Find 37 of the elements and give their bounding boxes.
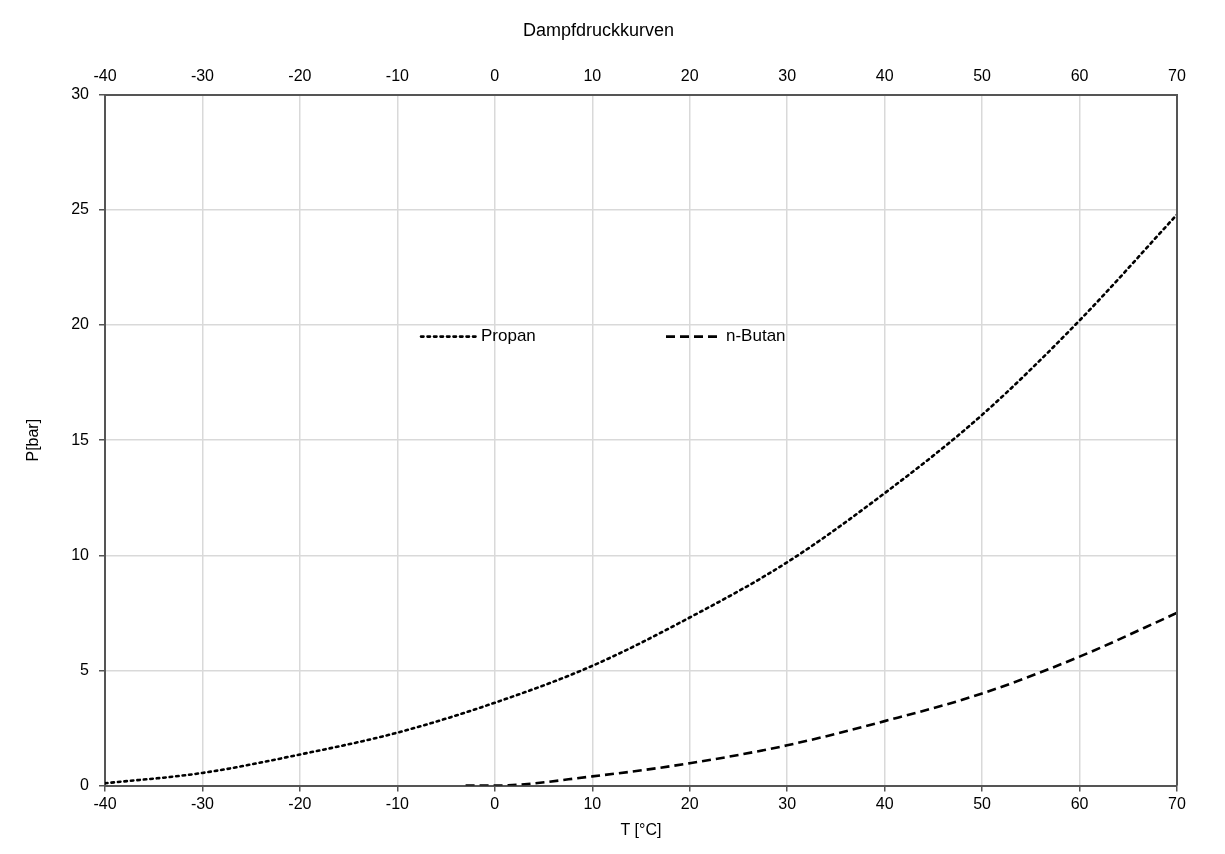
x-tick-label: -30: [190, 794, 215, 812]
x2-tick-label: 30: [778, 66, 797, 84]
chart-title: Dampfdruckkurven: [522, 19, 675, 40]
x-tick-label: 30: [778, 794, 797, 812]
y-tick-label: 0: [80, 776, 90, 794]
x-tick-label: -40: [93, 794, 117, 812]
x-tick-label: -10: [385, 794, 410, 812]
x2-tick-label: -40: [93, 66, 117, 84]
y-tick-label: 25: [71, 200, 90, 218]
x2-tick-label: 60: [1070, 66, 1089, 84]
x2-tick-label: -30: [190, 66, 215, 84]
x-tick-label: 50: [973, 794, 992, 812]
x2-tick-label: 20: [680, 66, 699, 84]
y-tick-label: 10: [71, 545, 90, 563]
y-tick-label: 15: [71, 430, 90, 448]
line-series: [464, 611, 1177, 786]
x2-tick-label: 40: [875, 66, 894, 84]
y-axis-title: P[bar]: [24, 418, 42, 462]
y-tick-label: 5: [80, 660, 90, 678]
y-tick-label: 20: [71, 315, 90, 333]
x2-tick-label: -20: [288, 66, 312, 84]
x-tick-label: -20: [288, 794, 312, 812]
x2-tick-label: 50: [973, 66, 992, 84]
x-tick-label: 0: [490, 794, 500, 812]
y-tick-label: 30: [71, 85, 90, 103]
x-tick-label: 70: [1168, 794, 1186, 812]
x-tick-label: 20: [680, 794, 699, 812]
x2-tick-label: 70: [1168, 66, 1186, 84]
x-tick-label: 60: [1070, 794, 1089, 812]
x2-tick-label: 0: [490, 66, 500, 84]
x-tick-label: 40: [875, 794, 894, 812]
legend-label: n-Butan: [726, 326, 786, 346]
x2-tick-label: -10: [385, 66, 410, 84]
x-axis-title: T [°C]: [620, 820, 662, 838]
legend-label: Propan: [481, 326, 536, 346]
x2-tick-label: 10: [583, 66, 602, 84]
x-tick-label: 10: [583, 794, 602, 812]
